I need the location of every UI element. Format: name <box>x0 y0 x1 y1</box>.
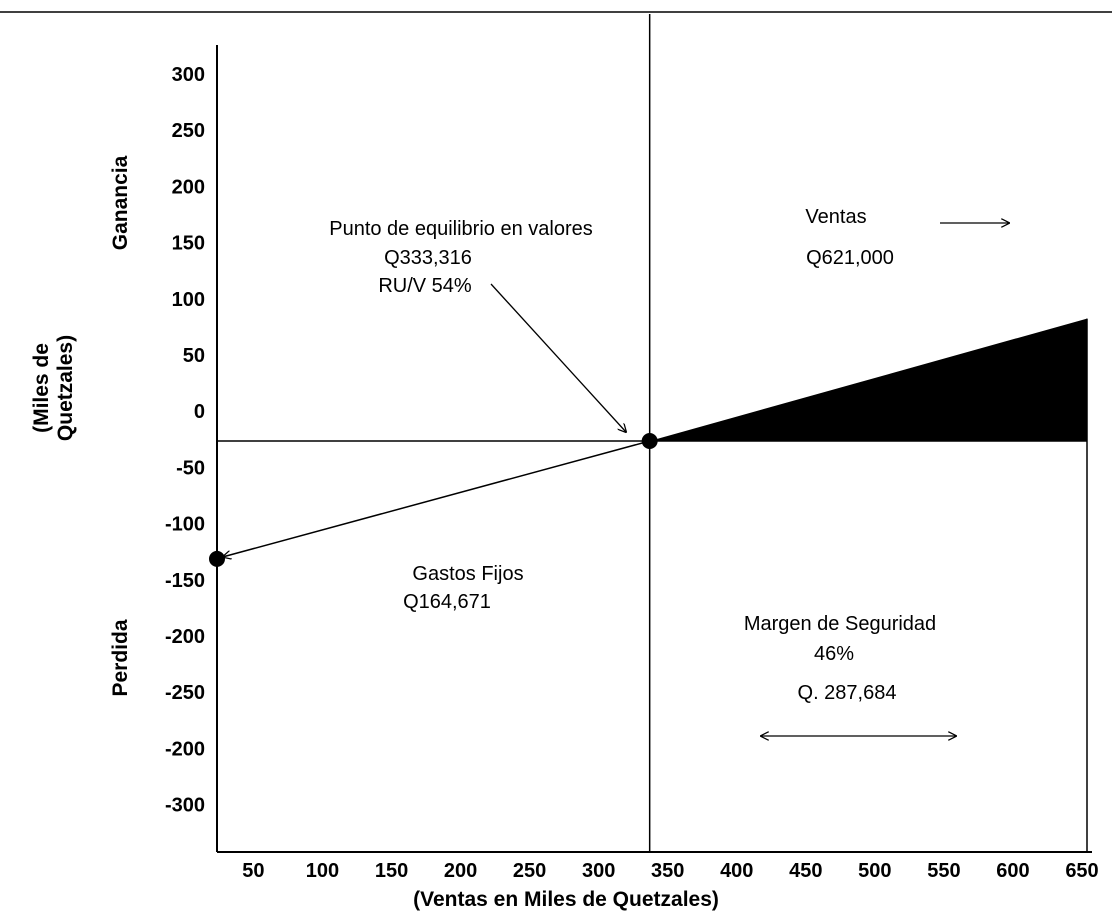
y-tick-label: -300 <box>165 795 205 817</box>
fixed-cost-point-marker <box>209 550 225 567</box>
fixed-cost-line <box>223 440 650 557</box>
perdida-label: Perdida <box>109 619 132 696</box>
sales-label-text: Ventas <box>805 206 866 228</box>
breakeven-title-text: Punto de equilibrio en valores <box>329 218 593 240</box>
x-tick-label: 150 <box>375 860 408 882</box>
y-tick-labels: 300 250 200 150 100 50 0 -50 -100 -150 -200 -250 -20… <box>165 64 205 817</box>
y-tick-label: 300 <box>172 64 205 86</box>
y-axis-title-line2: Quetzales) <box>54 335 77 441</box>
x-tick-label: 250 <box>513 860 546 882</box>
y-tick-label: -50 <box>176 457 205 479</box>
safety-margin-percent-text: 46% <box>814 643 854 665</box>
x-tick-label: 350 <box>651 860 684 882</box>
sales-value-text: Q621,000 <box>806 247 894 269</box>
x-tick-label: 100 <box>306 860 339 882</box>
y-tick-label: 0 <box>194 401 205 423</box>
safety-margin-value-text: Q. 287,684 <box>798 682 897 704</box>
fixed-costs-value-text: Q164,671 <box>403 591 491 613</box>
safety-margin-label-text: Margen de Seguridad <box>744 613 936 635</box>
y-tick-label: 50 <box>183 345 205 367</box>
profit-wedge-area <box>649 318 1087 441</box>
x-tick-labels: 50 100 150 200 250 300 350 400 450 500 550 600 650 <box>242 860 1098 882</box>
breakeven-ratio-text: RU/V 54% <box>378 275 472 297</box>
y-tick-label: -200 <box>165 738 205 760</box>
y-tick-label: 200 <box>172 176 205 198</box>
x-tick-label: 400 <box>720 860 753 882</box>
y-tick-label: -200 <box>165 626 205 648</box>
x-tick-label: 200 <box>444 860 477 882</box>
x-tick-label: 450 <box>789 860 822 882</box>
ganancia-label: Ganancia <box>109 155 132 250</box>
y-tick-label: 100 <box>172 289 205 311</box>
y-tick-label: 150 <box>172 233 205 255</box>
fixed-costs-label-text: Gastos Fijos <box>412 563 523 585</box>
x-axis-title: (Ventas en Miles de Quetzales) <box>413 888 719 911</box>
breakeven-pointer-arrow <box>490 283 626 432</box>
breakeven-point-marker <box>641 433 658 449</box>
y-tick-label: 250 <box>172 120 205 142</box>
x-tick-label: 550 <box>927 860 960 882</box>
y-tick-label: -250 <box>165 682 205 704</box>
x-tick-label: 50 <box>242 860 264 882</box>
x-tick-label: 650 <box>1065 860 1098 882</box>
x-tick-label: 500 <box>858 860 891 882</box>
y-axis-title-line1: (Miles de <box>30 343 53 433</box>
y-tick-label: -150 <box>165 570 205 592</box>
y-tick-label: -100 <box>165 514 205 536</box>
x-tick-label: 300 <box>582 860 615 882</box>
x-tick-label: 600 <box>996 860 1029 882</box>
breakeven-value-text: Q333,316 <box>384 247 472 269</box>
